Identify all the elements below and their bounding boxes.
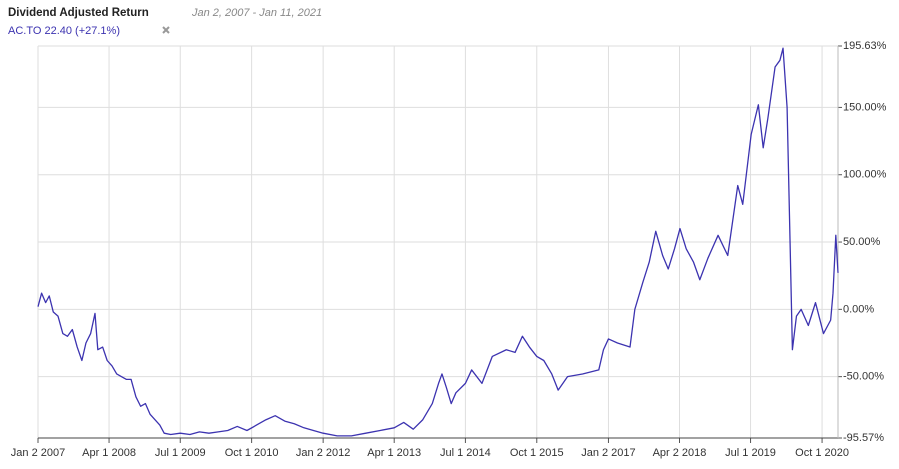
series-line (37, 47, 839, 437)
x-tick-label: Jul 1 2014 (440, 447, 491, 459)
y-tick-label: -50.00% (843, 371, 884, 383)
x-tick-label: Jan 2 2017 (581, 447, 635, 459)
y-tick-label: 195.63% (843, 40, 887, 52)
x-tick-label: Oct 1 2020 (795, 447, 849, 459)
x-tick-label: Apr 1 2008 (82, 447, 136, 459)
x-tick-label: Apr 2 2018 (653, 447, 707, 459)
x-tick-label: Jan 2 2007 (11, 447, 65, 459)
x-tick-label: Jan 2 2012 (296, 447, 350, 459)
x-tick-label: Apr 1 2013 (367, 447, 421, 459)
y-tick-label: -95.57% (843, 432, 884, 444)
x-tick-label: Oct 1 2015 (510, 447, 564, 459)
legend-remove-icon[interactable] (162, 26, 170, 34)
x-tick-label: Jul 1 2019 (725, 447, 776, 459)
y-tick-label: 0.00% (843, 303, 874, 315)
legend-entry[interactable]: AC.TO 22.40 (+27.1%) (8, 25, 120, 37)
y-tick-label: 100.00% (843, 169, 887, 181)
x-tick-label: Oct 1 2010 (225, 447, 279, 459)
y-tick-label: 50.00% (843, 236, 881, 248)
chart-title: Dividend Adjusted Return (8, 7, 149, 19)
x-tick-label: Jul 1 2009 (155, 447, 206, 459)
chart-subtitle: Jan 2, 2007 - Jan 11, 2021 (191, 7, 322, 19)
y-tick-label: 150.00% (843, 101, 887, 113)
